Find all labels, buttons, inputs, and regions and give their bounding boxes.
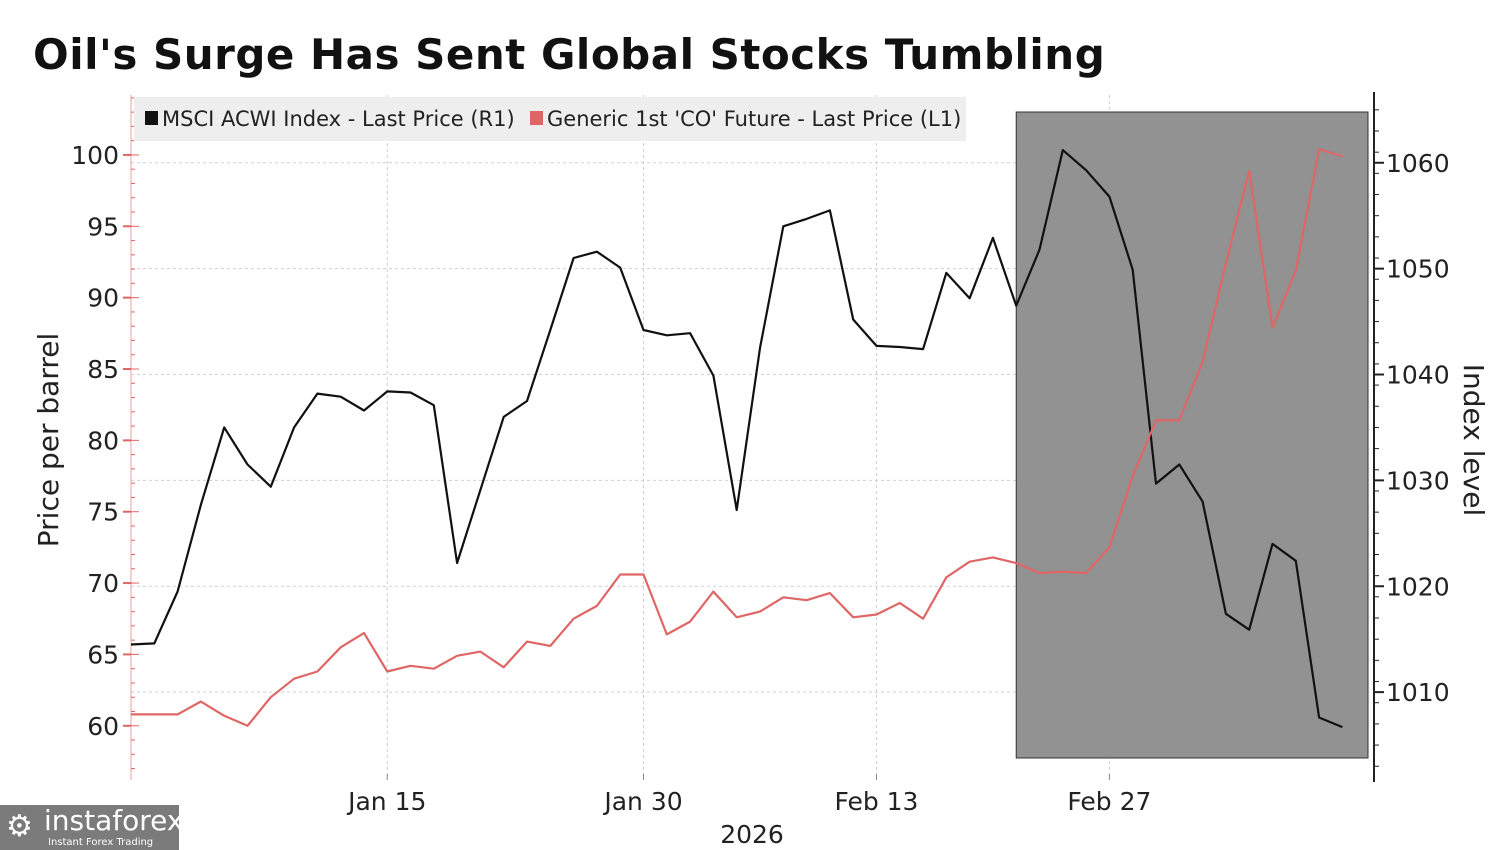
right-tick-label: 1050 xyxy=(1386,255,1450,284)
legend-label-msci: MSCI ACWI Index - Last Price (R1) xyxy=(162,107,515,131)
left-tick-label: 85 xyxy=(87,355,119,384)
x-tick-label: Feb 13 xyxy=(834,787,918,816)
right-tick-label: 1020 xyxy=(1386,572,1450,601)
right-tick-label: 1040 xyxy=(1386,361,1450,390)
x-tick-label: Jan 30 xyxy=(602,787,682,816)
left-tick-label: 95 xyxy=(87,212,119,241)
left-axis-label: Price per barrel xyxy=(32,333,65,547)
x-tick-label: Jan 15 xyxy=(346,787,426,816)
x-axis-label: 2026 xyxy=(720,820,784,849)
left-tick-label: 90 xyxy=(87,284,119,313)
x-tick-label: Feb 27 xyxy=(1067,787,1151,816)
chart-title: Oil's Surge Has Sent Global Stocks Tumbl… xyxy=(33,30,1106,79)
instaforex-watermark: ⚙ instaforex Instant Forex Trading xyxy=(0,805,183,850)
legend-swatch-oil xyxy=(530,111,543,125)
left-tick-label: 75 xyxy=(87,498,119,527)
right-tick-label: 1060 xyxy=(1386,149,1450,178)
right-tick-label: 1010 xyxy=(1386,678,1450,707)
legend-label-oil: Generic 1st 'CO' Future - Last Price (L1… xyxy=(547,107,961,131)
left-tick-label: 100 xyxy=(71,141,119,170)
legend xyxy=(134,97,966,141)
legend-swatch-msci xyxy=(145,111,158,125)
gear-logo-icon: ⚙ xyxy=(6,809,33,844)
right-axis-label: Index level xyxy=(1457,364,1490,517)
watermark-tagline: Instant Forex Trading xyxy=(48,837,154,848)
left-tick-label: 65 xyxy=(87,640,119,669)
left-tick-label: 60 xyxy=(87,712,119,741)
shaded-period xyxy=(1015,111,1369,759)
left-tick-label: 70 xyxy=(87,569,119,598)
watermark-name: instaforex xyxy=(44,804,184,837)
left-tick-label: 80 xyxy=(87,426,119,455)
right-tick-label: 1030 xyxy=(1386,466,1450,495)
